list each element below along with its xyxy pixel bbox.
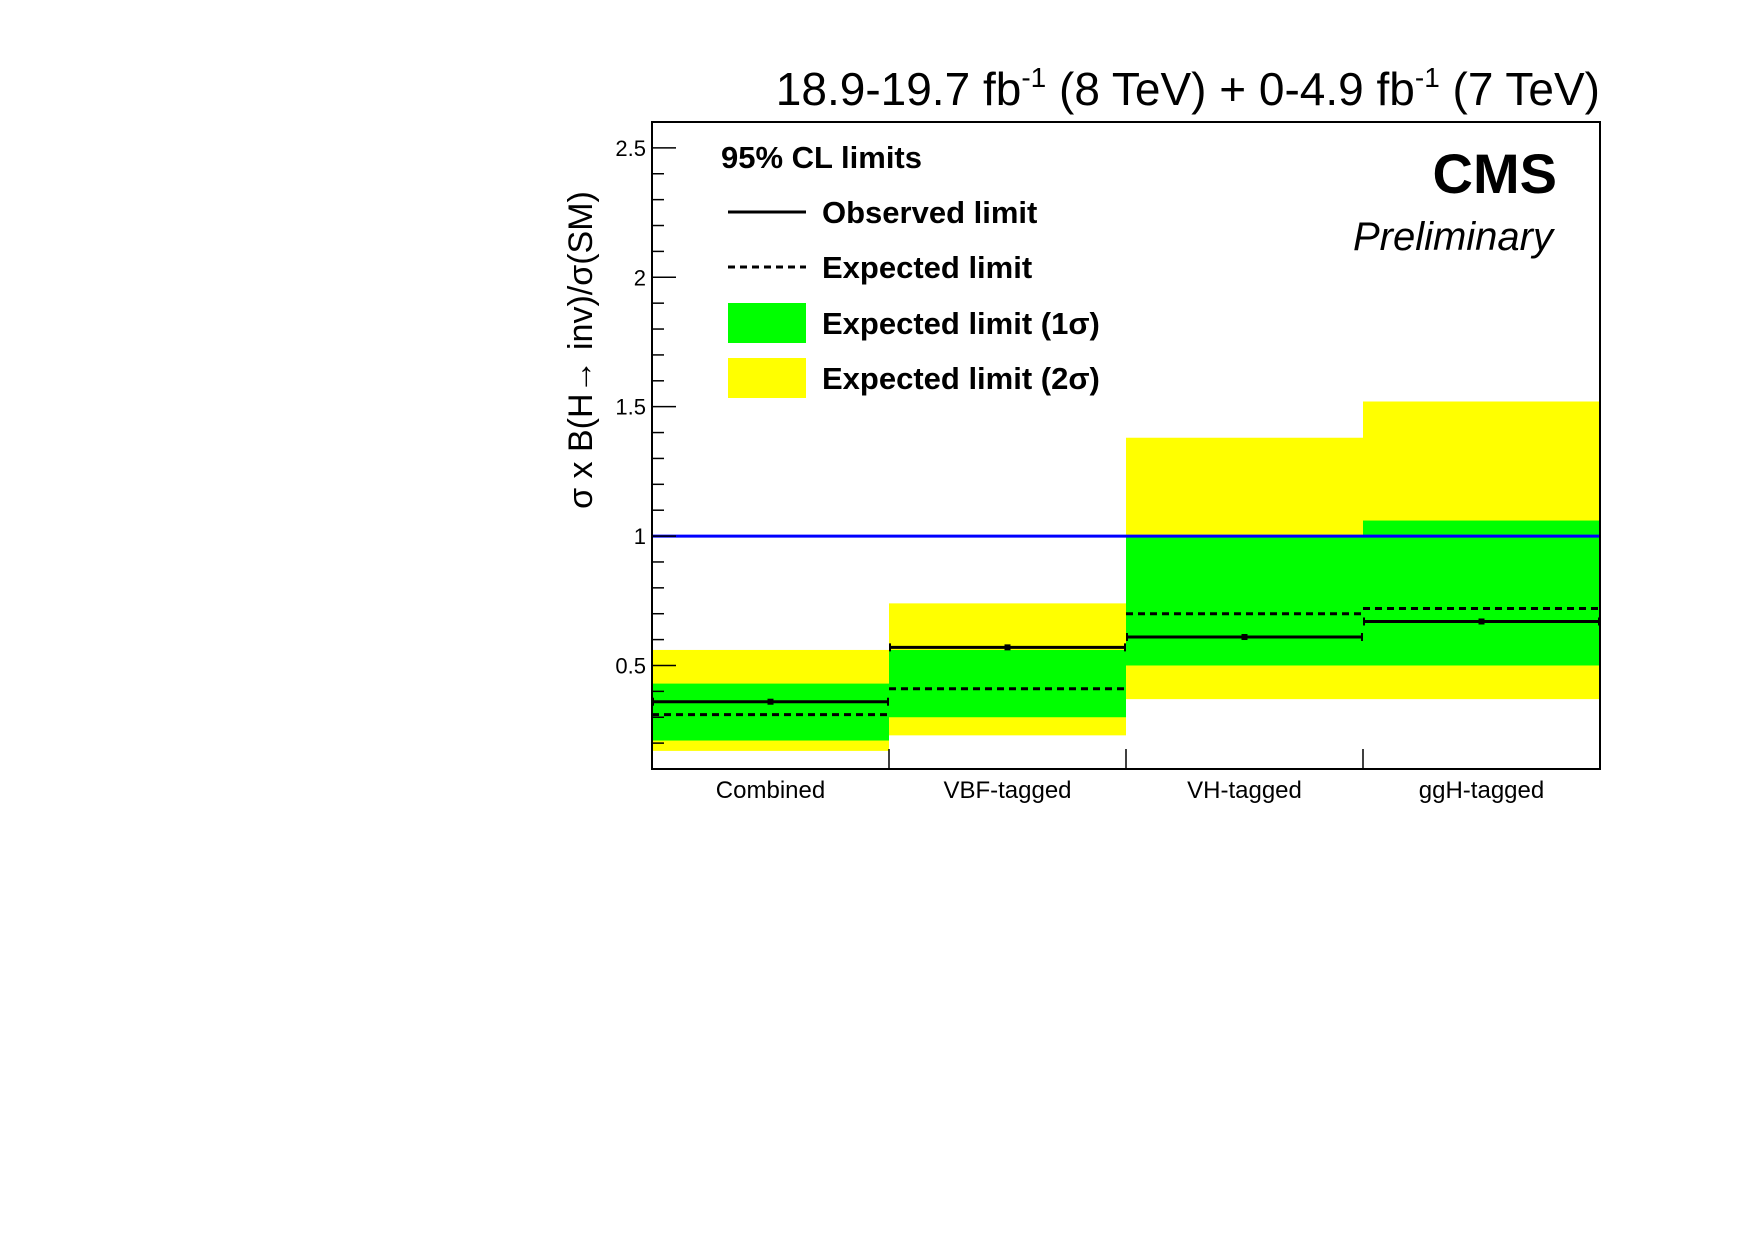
limit-bands [652,401,1600,751]
legend-1sigma-swatch [728,303,806,343]
legend-2sigma-label: Expected limit (2σ) [822,361,1100,396]
experiment-label: CMS [1433,142,1557,205]
y-tick-label-0: 0.5 [615,653,646,678]
legend-observed-label: Observed limit [822,195,1037,230]
limit-marks [652,534,1600,717]
band-1sigma-1 [889,649,1126,718]
legend-1sigma-label: Expected limit (1σ) [822,306,1100,341]
band-1sigma-3 [1363,520,1600,666]
category-label-3: ggH-tagged [1419,777,1544,804]
band-1sigma-2 [1126,536,1363,666]
band-1sigma-0 [652,683,889,741]
legend-expected-label: Expected limit [822,250,1032,285]
y-tick-label-1: 1 [634,524,646,549]
status-label: Preliminary [1353,215,1556,259]
y-tick-label-4: 2.5 [615,136,646,161]
category-label-1: VBF-tagged [943,777,1071,804]
category-label-2: VH-tagged [1187,777,1302,804]
y-axis-label: σ x B(H→ inv)/σ(SM) [562,191,600,509]
legend-2sigma-swatch [728,358,806,398]
legend: 95% CL limits Observed limit Expected li… [721,140,1100,398]
observed-point-2 [1241,634,1248,641]
y-tick-label-2: 1.5 [615,395,646,420]
legend-title: 95% CL limits [721,140,922,175]
observed-point-0 [767,698,774,705]
x-axis-categories: Combined VBF-tagged VH-tagged ggH-tagged [716,749,1544,804]
y-axis: 0.5 1 1.5 2 2.5 [615,136,676,770]
observed-point-3 [1478,618,1485,625]
y-tick-label-3: 2 [634,265,646,290]
observed-point-1 [1004,644,1011,651]
category-label-0: Combined [716,777,825,804]
luminosity-label: 18.9-19.7 fb-1 (8 TeV) + 0-4.9 fb-1 (7 T… [776,62,1600,115]
